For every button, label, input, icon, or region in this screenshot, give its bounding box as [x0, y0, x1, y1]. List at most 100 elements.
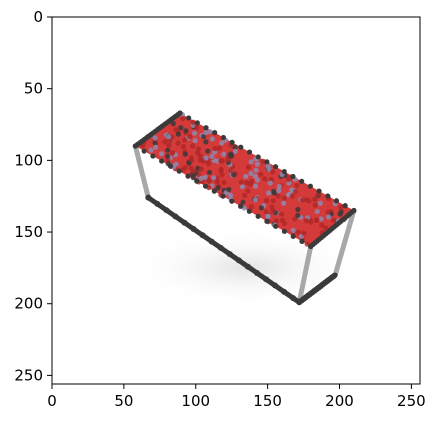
point: [212, 145, 218, 152]
point: [206, 169, 213, 175]
frame-point: [145, 194, 152, 201]
frame-point: [217, 244, 224, 251]
point: [225, 157, 231, 163]
point: [182, 164, 188, 171]
point: [252, 173, 258, 179]
point: [165, 134, 172, 140]
edge-point: [246, 149, 253, 155]
point: [301, 230, 307, 236]
y-tick-label: 200: [14, 295, 43, 313]
frame-point: [263, 276, 270, 283]
point: [247, 181, 253, 187]
point: [228, 153, 234, 159]
point: [281, 195, 287, 201]
edge-point: [220, 134, 227, 141]
point: [207, 129, 213, 135]
table-leg: [132, 143, 151, 201]
edge-point: [229, 198, 235, 204]
point: [295, 206, 301, 213]
point: [281, 200, 287, 206]
point: [186, 160, 192, 166]
point: [331, 217, 337, 223]
x-tick-label: 250: [397, 392, 426, 410]
y-tick-label: 50: [24, 80, 43, 98]
edge-point: [202, 183, 209, 189]
point: [215, 185, 221, 191]
point: [338, 204, 344, 210]
table-leg: [332, 208, 357, 278]
point: [238, 179, 244, 185]
point: [290, 227, 296, 233]
point: [182, 151, 188, 157]
point: [312, 202, 318, 208]
point: [153, 144, 159, 150]
point: [245, 164, 252, 170]
point: [170, 121, 176, 127]
edge-point: [255, 213, 261, 219]
point: [258, 171, 264, 178]
point: [266, 166, 272, 172]
edge-point: [333, 198, 340, 204]
edge-point: [141, 148, 147, 154]
point: [198, 166, 204, 172]
frame-point: [154, 200, 161, 207]
frame-point: [235, 257, 242, 264]
point: [289, 193, 295, 199]
point: [227, 192, 234, 198]
point: [245, 188, 251, 194]
point: [192, 138, 198, 144]
point: [254, 161, 260, 167]
point: [203, 139, 209, 145]
edge-point: [186, 115, 192, 121]
edge-point: [167, 163, 174, 169]
x-tick-label: 150: [253, 392, 282, 410]
point: [266, 190, 272, 196]
point: [230, 172, 237, 178]
point: [218, 158, 224, 164]
y-axis: 0 50 100 150 200 250: [14, 8, 52, 384]
axes-frame: [51, 16, 421, 385]
point: [205, 148, 211, 154]
point: [242, 192, 248, 198]
edge-point: [325, 193, 331, 199]
point: [243, 173, 249, 180]
point: [269, 204, 275, 210]
point: [258, 205, 264, 211]
point: [166, 142, 172, 148]
point: [175, 140, 181, 146]
point: [308, 219, 314, 225]
point: [314, 217, 320, 223]
edge-point: [264, 159, 270, 165]
point: [252, 197, 259, 203]
edge-point: [194, 178, 200, 184]
point: [190, 175, 196, 181]
edge-point: [290, 173, 296, 180]
edge-point: [203, 125, 209, 131]
edge-point: [316, 188, 322, 194]
point: [197, 153, 203, 159]
point: [202, 174, 208, 180]
edge-point: [299, 178, 305, 184]
edge-point: [290, 233, 296, 239]
point: [248, 204, 254, 210]
y-tick-label: 0: [33, 8, 43, 26]
point: [201, 133, 207, 140]
point: [221, 179, 227, 186]
point: [270, 198, 276, 204]
edge-point: [238, 203, 244, 209]
point: [152, 140, 158, 146]
point: [267, 180, 273, 186]
point: [183, 128, 189, 134]
point: [194, 124, 200, 131]
point: [312, 196, 318, 202]
point: [198, 175, 204, 182]
frame-point: [190, 226, 197, 233]
edge-point: [342, 203, 348, 209]
edge-point: [264, 218, 270, 224]
point: [181, 137, 188, 143]
point: [232, 144, 238, 150]
point: [275, 193, 281, 199]
edge-point: [308, 243, 314, 249]
point: [232, 148, 238, 154]
